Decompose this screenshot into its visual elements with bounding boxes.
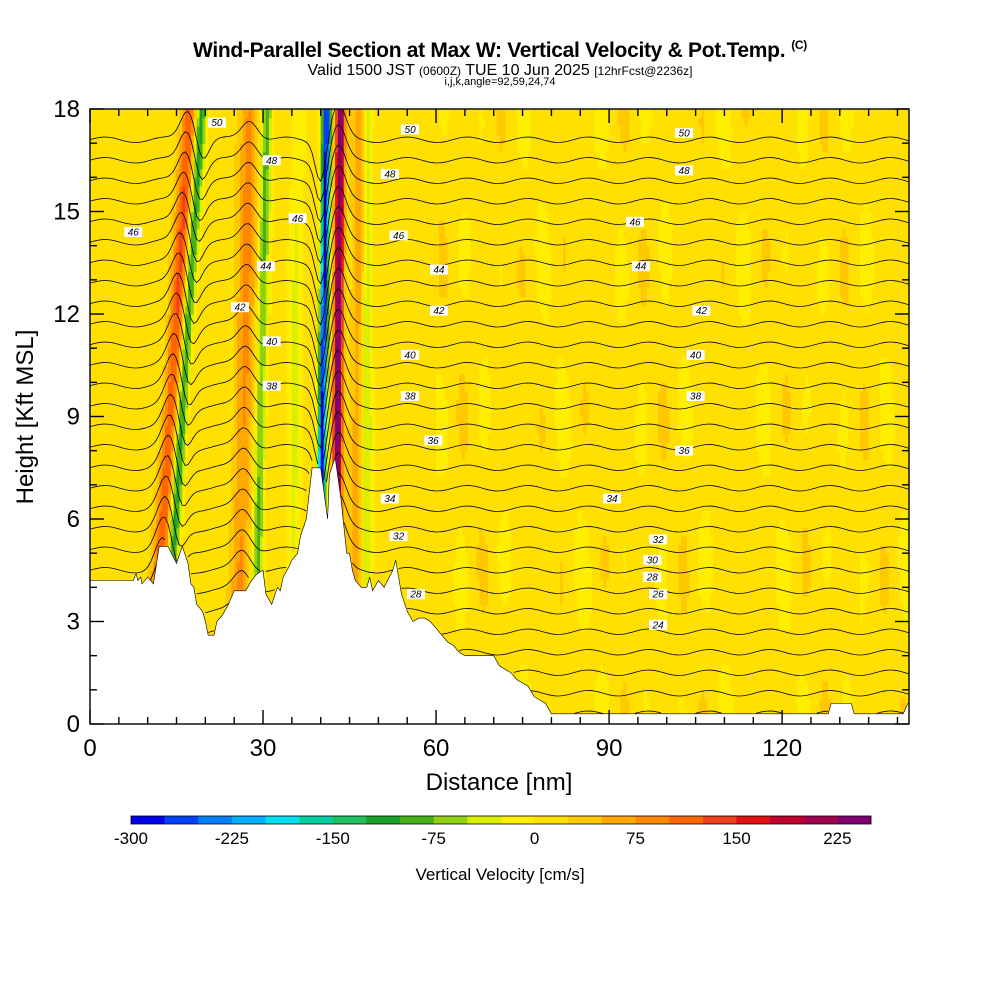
- cross-section-chart: 5048464644424038504846444240383634322850…: [0, 0, 1000, 1000]
